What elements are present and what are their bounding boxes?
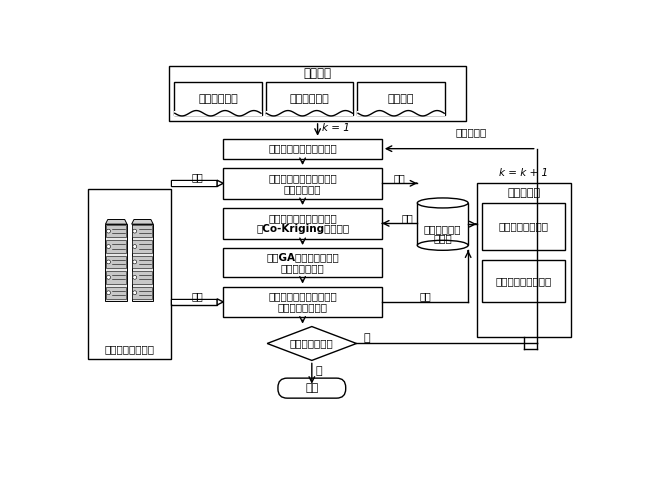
Text: 保存: 保存 (419, 292, 431, 302)
Polygon shape (217, 299, 224, 305)
Text: 构造目标函数和约束函数: 构造目标函数和约束函数 (268, 213, 337, 223)
Text: 优化终止条件？: 优化终止条件？ (290, 339, 334, 349)
Circle shape (107, 276, 110, 279)
Text: 优化算法参数: 优化算法参数 (289, 94, 329, 104)
Text: 基于预测方差的采样: 基于预测方差的采样 (495, 276, 552, 286)
Text: 调用: 调用 (191, 291, 203, 301)
Text: 高低精度样本: 高低精度样本 (424, 224, 461, 234)
Text: 析模型响应値: 析模型响应値 (284, 184, 321, 194)
Circle shape (107, 229, 110, 233)
Text: k = k + 1: k = k + 1 (499, 168, 548, 178)
Bar (482, 203, 565, 249)
Bar (171, 180, 217, 186)
Text: 优化问题定义: 优化问题定义 (198, 94, 238, 104)
Bar (106, 256, 126, 268)
Text: k = 1: k = 1 (322, 123, 350, 133)
Text: 采用GA进行全局优化，: 采用GA进行全局优化， (266, 252, 339, 262)
Bar (266, 83, 353, 115)
Circle shape (133, 291, 137, 295)
Bar (106, 225, 126, 237)
Bar (171, 299, 217, 305)
Bar (224, 139, 382, 159)
Bar (477, 183, 570, 337)
Bar (266, 111, 353, 116)
Polygon shape (217, 180, 224, 186)
Circle shape (133, 229, 137, 233)
Bar (169, 66, 466, 121)
Text: 生成初始高低精度样本点: 生成初始高低精度样本点 (268, 144, 337, 154)
Bar (174, 111, 262, 116)
Bar (172, 300, 216, 304)
Polygon shape (267, 327, 357, 360)
Text: 度分析模型响应値: 度分析模型响应値 (278, 302, 328, 312)
Bar (357, 111, 445, 116)
Circle shape (133, 260, 137, 264)
Bar (224, 168, 382, 199)
Text: 的Co-Kriging代理模型: 的Co-Kriging代理模型 (256, 224, 349, 234)
Bar (357, 83, 445, 115)
Text: 否: 否 (364, 333, 371, 343)
Text: 是: 是 (316, 366, 322, 376)
Bar (132, 287, 152, 299)
Bar (105, 224, 127, 301)
Text: 高低精度分析模型: 高低精度分析模型 (105, 345, 154, 355)
Circle shape (107, 244, 110, 248)
Polygon shape (132, 219, 153, 224)
Ellipse shape (417, 240, 468, 250)
Bar (417, 203, 468, 245)
FancyBboxPatch shape (278, 378, 346, 398)
Bar (106, 240, 126, 253)
Text: 双采样方法: 双采样方法 (507, 188, 540, 198)
Bar (172, 181, 216, 186)
Text: 调用: 调用 (191, 172, 203, 182)
Polygon shape (105, 219, 127, 224)
Text: 计算当前最优解处高低精: 计算当前最优解处高低精 (268, 292, 337, 302)
Circle shape (133, 244, 137, 248)
Text: 分析模型: 分析模型 (388, 94, 414, 104)
Text: 初始条件: 初始条件 (304, 67, 331, 80)
Bar (106, 271, 126, 284)
Bar (482, 261, 565, 302)
Bar (224, 287, 382, 317)
Circle shape (107, 260, 110, 264)
Text: 计算样本点处高低精度分: 计算样本点处高低精度分 (268, 173, 337, 183)
Bar (224, 248, 382, 277)
Text: 点集合: 点集合 (433, 233, 452, 243)
Text: 获取当前最优解: 获取当前最优解 (281, 263, 324, 273)
Bar (132, 271, 152, 284)
Bar (88, 189, 171, 359)
Circle shape (133, 276, 137, 279)
Bar (132, 225, 152, 237)
Text: 输出: 输出 (305, 383, 318, 393)
Text: 基于信颎域的采样: 基于信颎域的采样 (499, 221, 548, 231)
Bar (224, 208, 382, 239)
Bar (106, 287, 126, 299)
Circle shape (107, 291, 110, 295)
Ellipse shape (417, 198, 468, 208)
Bar (132, 240, 152, 253)
Text: 保存: 保存 (393, 173, 406, 183)
Bar (132, 256, 152, 268)
Text: 新增样本点: 新增样本点 (455, 127, 486, 137)
Bar (174, 83, 262, 115)
Bar (132, 224, 153, 301)
Text: 调用: 调用 (401, 213, 413, 223)
